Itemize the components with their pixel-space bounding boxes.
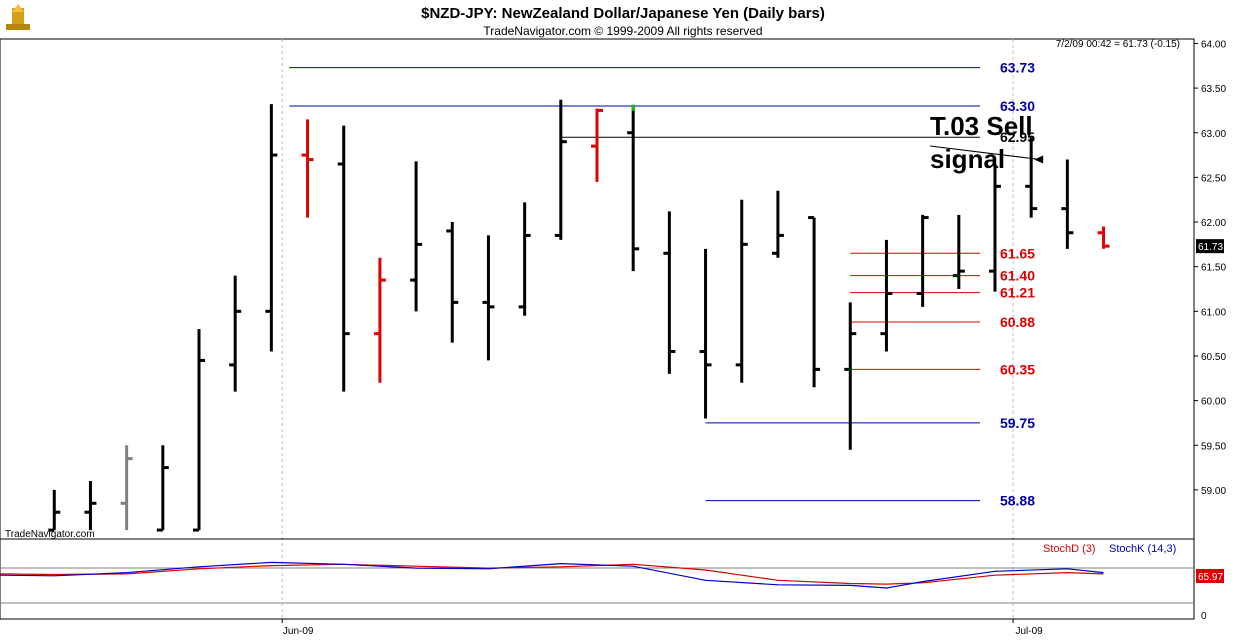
last-price-badge: [1196, 239, 1224, 254]
legend-stoch-d: StochD (3): [1043, 543, 1096, 555]
y-tick-label: 59.00: [1201, 486, 1226, 497]
ohlc-bar: [699, 248, 712, 419]
chart-title: $NZD-JPY: NewZealand Dollar/Japanese Yen…: [421, 5, 825, 22]
stochastic-panel: StochD (3) StochK (14,3): [0, 538, 1195, 620]
y-tick-label: 59.50: [1201, 441, 1226, 452]
ohlc-bar: [591, 108, 603, 182]
ohlc-bar: [373, 257, 386, 383]
level-label: 63.30: [1000, 98, 1035, 114]
ohlc-bar: [808, 216, 821, 388]
ohlc-bar: [880, 239, 893, 352]
y-tick-label: 62.00: [1201, 218, 1226, 229]
ohlc-bar: [120, 445, 133, 531]
watermark: TradeNavigator.com: [5, 529, 95, 540]
stoch-last-value: 65.97: [1198, 572, 1223, 583]
level-label: 60.35: [1000, 361, 1035, 377]
ohlc-bar: [156, 445, 169, 532]
ohlc-bar: [916, 214, 929, 307]
level-label: 60.88: [1000, 314, 1035, 330]
level-label: 61.40: [1000, 268, 1035, 284]
last-quote: 7/2/09 00:42 = 61.73 (-0.15): [1056, 39, 1180, 50]
level-label: 58.88: [1000, 493, 1035, 509]
level-label: 59.75: [1000, 415, 1035, 431]
y-tick-label: 61.50: [1201, 263, 1226, 274]
stoch-last-badge: [1196, 569, 1224, 583]
ohlc-bar: [410, 161, 423, 312]
x-axis: Jun-09 Jul-09: [281, 619, 1043, 637]
level-label: 61.65: [1000, 245, 1035, 261]
ohlc-bar: [446, 222, 459, 343]
x-tick-label: Jun-09: [283, 626, 314, 637]
ohlc-bar: [301, 119, 314, 218]
x-tick-label: Jul-09: [1015, 626, 1043, 637]
green-marker: [631, 104, 635, 111]
ohlc-bar: [518, 202, 531, 316]
y-tick-label: 60.50: [1201, 352, 1226, 363]
ohlc-bar: [337, 125, 350, 392]
y-tick-label: 63.00: [1201, 129, 1226, 140]
stochastic-series-line: [0, 561, 1104, 589]
ohlc-bar: [844, 302, 857, 450]
price-y-axis: 64.00 63.50 63.00 62.50 62.00 61.50 61.00 60.50…: [1194, 39, 1226, 497]
y-tick-label: 62.50: [1201, 173, 1226, 184]
ohlc-bar: [84, 480, 97, 531]
stochastic-panel-frame: [0, 538, 1195, 620]
level-label: 62.95: [1000, 129, 1035, 145]
ohlc-bar: [952, 214, 965, 289]
stochastic-y-axis: 065.97: [1196, 569, 1224, 622]
ohlc-bar: [229, 275, 242, 392]
stochastic-lines: [0, 561, 1104, 589]
ohlc-bar: [193, 329, 205, 532]
legend-stoch-k: StochK (14,3): [1109, 543, 1176, 555]
ohlc-bar: [771, 190, 784, 258]
price-grid: [281, 39, 1014, 619]
y-tick-label: 63.50: [1201, 84, 1226, 95]
level-label: 61.21: [1000, 285, 1035, 301]
signal-text: T.03 Sell: [930, 111, 1033, 141]
ohlc-bar: [554, 99, 567, 240]
ohlc-bar: [1097, 226, 1110, 249]
last-price-label: 61.73: [1198, 242, 1223, 253]
ohlc-bar: [482, 235, 495, 361]
y-tick-label: 60.00: [1201, 397, 1226, 408]
ohlc-bar: [663, 211, 676, 374]
ohlc-bar: [735, 199, 748, 383]
chart-header: $NZD-JPY: NewZealand Dollar/Japanese Yen…: [6, 4, 825, 38]
level-label: 63.73: [1000, 60, 1035, 76]
price-bars: [48, 99, 1110, 532]
signal-arrow-head: [1034, 155, 1044, 164]
signal-text: signal: [930, 144, 1005, 174]
chart-subtitle: TradeNavigator.com © 1999-2009 All right…: [483, 24, 762, 38]
stochastic-legend: StochD (3) StochK (14,3): [1043, 543, 1176, 555]
y-tick-label: 61.00: [1201, 307, 1226, 318]
stoch-y-tick-label: 0: [1201, 611, 1207, 622]
ohlc-bar: [1025, 137, 1038, 218]
ohlc-bar: [989, 164, 1001, 292]
y-tick-label: 64.00: [1201, 39, 1226, 50]
ohlc-bar: [1061, 159, 1074, 249]
ohlc-bar: [627, 105, 640, 272]
stochastic-series-line: [0, 563, 1104, 585]
ohlc-bar: [265, 104, 278, 352]
signal-arrow-line: [929, 145, 1041, 161]
ohlc-bar: [48, 489, 61, 532]
logo-icon: [6, 4, 30, 30]
